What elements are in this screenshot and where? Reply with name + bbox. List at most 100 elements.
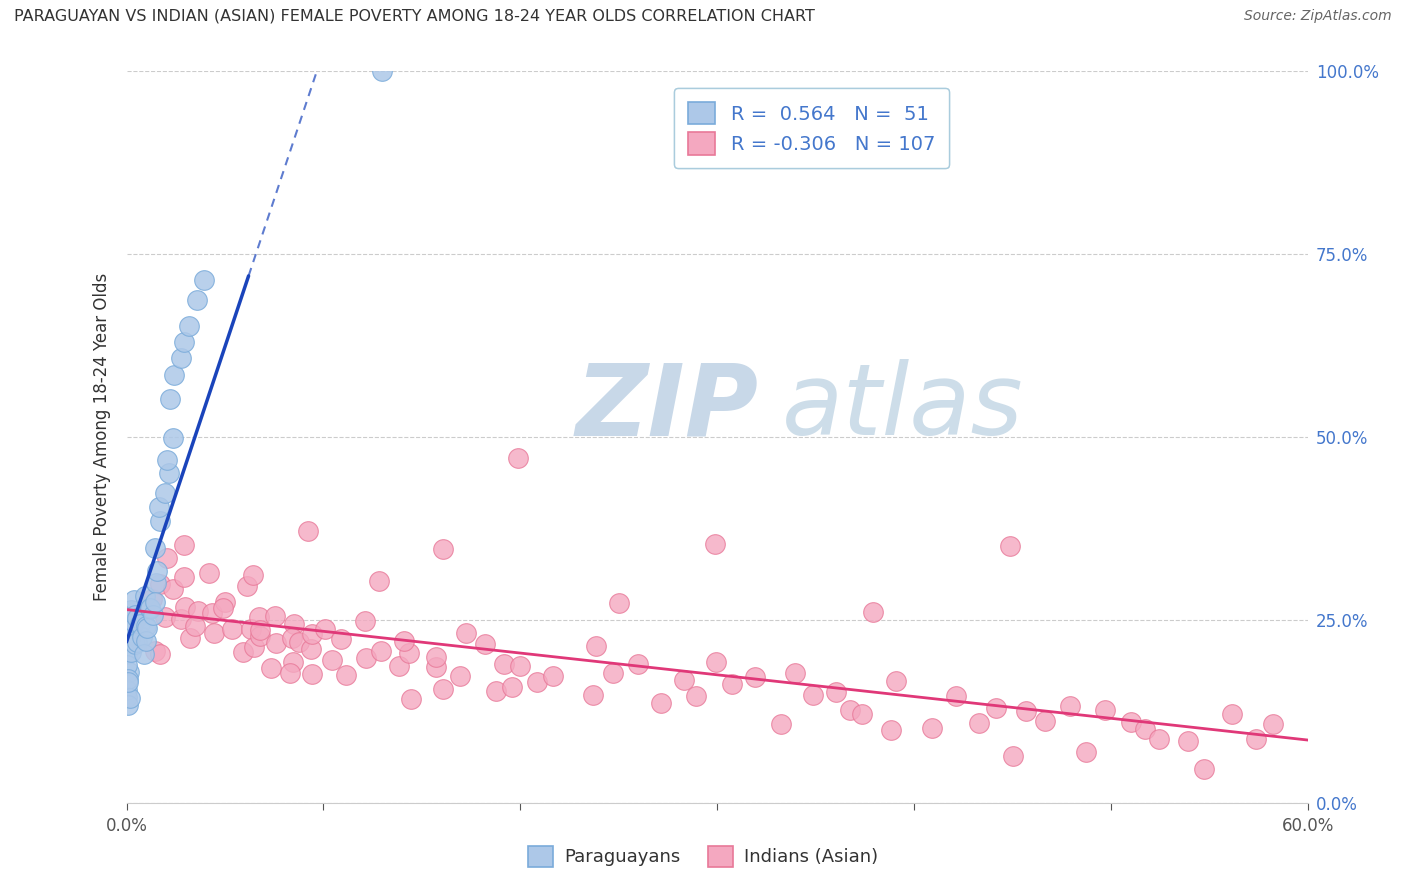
Point <box>449 669 471 683</box>
Point <box>260 661 283 675</box>
Point <box>179 631 201 645</box>
Point <box>368 574 391 589</box>
Point <box>264 636 287 650</box>
Point <box>136 621 159 635</box>
Point <box>143 644 166 658</box>
Point <box>432 541 454 556</box>
Point <box>1192 762 1215 776</box>
Point <box>155 485 177 500</box>
Point <box>1119 715 1142 730</box>
Point <box>129 617 152 632</box>
Point <box>162 431 184 445</box>
Point <box>301 627 323 641</box>
Point <box>492 657 515 672</box>
Point <box>704 655 727 669</box>
Point <box>159 392 181 406</box>
Point <box>117 632 139 647</box>
Point <box>247 610 270 624</box>
Point <box>153 610 176 624</box>
Point <box>299 642 322 657</box>
Point <box>851 707 873 722</box>
Point <box>117 673 139 687</box>
Point <box>281 631 304 645</box>
Point <box>744 670 766 684</box>
Point <box>329 632 352 646</box>
Point <box>212 600 235 615</box>
Point <box>145 576 167 591</box>
Point <box>187 604 209 618</box>
Point <box>174 600 197 615</box>
Point <box>121 621 143 635</box>
Point <box>825 685 848 699</box>
Point <box>371 64 394 78</box>
Point <box>134 589 156 603</box>
Point <box>124 637 146 651</box>
Point <box>170 612 193 626</box>
Point <box>602 665 624 680</box>
Point <box>118 633 141 648</box>
Point <box>122 593 145 607</box>
Point <box>672 673 695 688</box>
Point <box>399 692 422 706</box>
Point <box>353 614 375 628</box>
Text: Source: ZipAtlas.com: Source: ZipAtlas.com <box>1244 9 1392 23</box>
Point <box>506 451 529 466</box>
Point <box>115 683 138 698</box>
Point <box>1001 749 1024 764</box>
Point <box>839 703 862 717</box>
Point <box>880 723 903 737</box>
Point <box>249 629 271 643</box>
Point <box>118 691 141 706</box>
Point <box>609 596 631 610</box>
Point <box>163 368 186 383</box>
Point <box>149 647 172 661</box>
Text: PARAGUAYAN VS INDIAN (ASIAN) FEMALE POVERTY AMONG 18-24 YEAR OLDS CORRELATION CH: PARAGUAYAN VS INDIAN (ASIAN) FEMALE POVE… <box>14 9 815 24</box>
Y-axis label: Female Poverty Among 18-24 Year Olds: Female Poverty Among 18-24 Year Olds <box>93 273 111 601</box>
Point <box>143 541 166 555</box>
Point <box>193 273 215 287</box>
Point <box>242 567 264 582</box>
Point <box>186 293 208 307</box>
Point <box>582 688 605 702</box>
Point <box>321 653 343 667</box>
Point <box>685 689 707 703</box>
Point <box>967 715 990 730</box>
Legend: R =  0.564   N =  51, R = -0.306   N = 107: R = 0.564 N = 51, R = -0.306 N = 107 <box>675 88 949 169</box>
Point <box>131 630 153 644</box>
Point <box>398 646 420 660</box>
Point <box>280 666 302 681</box>
Point <box>485 684 508 698</box>
Point <box>138 602 160 616</box>
Point <box>1094 703 1116 717</box>
Point <box>264 608 287 623</box>
Point <box>1220 706 1243 721</box>
Point <box>239 622 262 636</box>
Point <box>120 603 142 617</box>
Point <box>132 647 155 661</box>
Point <box>198 566 221 581</box>
Point <box>157 466 180 480</box>
Point <box>142 607 165 622</box>
Point <box>117 665 139 679</box>
Point <box>177 319 200 334</box>
Point <box>173 538 195 552</box>
Point <box>156 453 179 467</box>
Point <box>984 701 1007 715</box>
Point <box>1244 732 1267 747</box>
Point <box>169 351 191 366</box>
Legend: Paraguayans, Indians (Asian): Paraguayans, Indians (Asian) <box>522 838 884 874</box>
Point <box>703 537 725 551</box>
Point <box>145 564 167 578</box>
Point <box>1015 704 1038 718</box>
Point <box>388 659 411 673</box>
Point <box>243 640 266 654</box>
Point <box>509 659 531 673</box>
Point <box>135 634 157 648</box>
Point <box>214 594 236 608</box>
Point <box>162 582 184 596</box>
Point <box>122 615 145 630</box>
Point <box>135 619 157 633</box>
Point <box>249 624 271 638</box>
Point <box>149 577 172 591</box>
Point <box>1033 714 1056 728</box>
